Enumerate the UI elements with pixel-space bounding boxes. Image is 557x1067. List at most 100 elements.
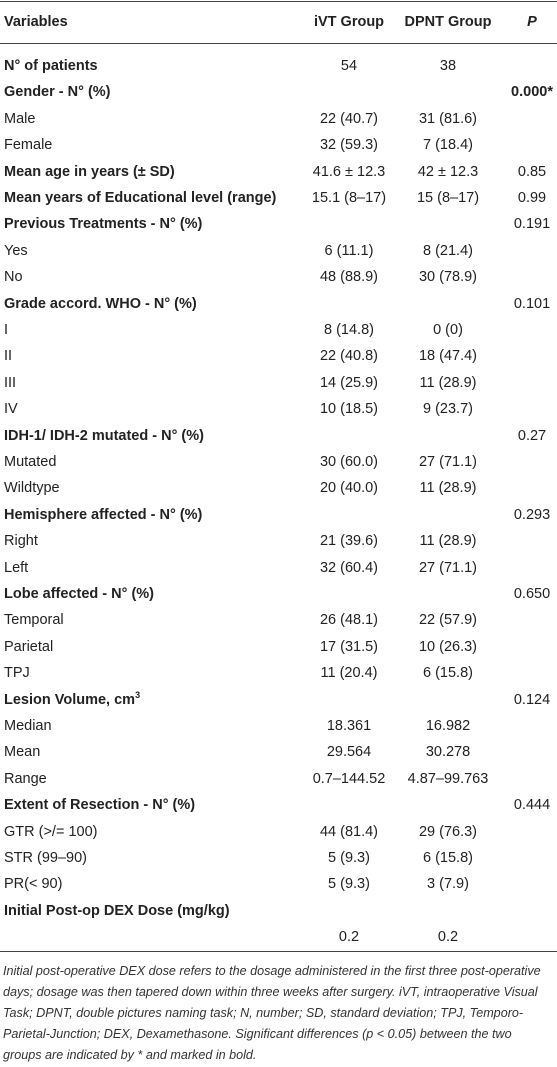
label-text: Extent of Resection - N° (%): [4, 797, 196, 814]
dpnt-cell: 6 (15.8): [423, 665, 473, 682]
label-text: N° of patients: [4, 58, 98, 74]
row-label: TPJ: [4, 663, 30, 683]
row-label: Mean: [4, 742, 40, 762]
label-text: Mean age in years (± SD): [4, 163, 175, 180]
dpnt-cell: 42 ± 12.3: [417, 163, 479, 180]
label-text: Median: [4, 718, 52, 734]
row-label: Median: [4, 716, 52, 736]
header-cell: iVT Group: [313, 14, 385, 30]
p-cell: 0.124: [513, 691, 551, 708]
ivt-cell: 22 (40.7): [319, 110, 379, 127]
label-text: STR (99–90): [4, 850, 88, 866]
dpnt-cell: 0 (0): [433, 322, 463, 338]
row-label: Temporal: [4, 610, 64, 630]
label-text: Parietal: [4, 638, 54, 655]
dpnt-cell: 38: [439, 58, 457, 74]
row-label: IV: [4, 399, 18, 419]
row-label: I: [4, 320, 8, 340]
dpnt-cell: 4.87–99.763: [407, 770, 489, 787]
row-label: Female: [4, 135, 52, 155]
ivt-cell: 18.361: [326, 718, 372, 734]
ivt-cell: 21 (39.6): [319, 533, 379, 550]
ivt-cell: 6 (11.1): [324, 242, 374, 259]
p-cell: 0.99: [517, 190, 547, 206]
label-text: Lobe affected - N° (%): [4, 586, 154, 602]
ivt-cell: 32 (60.4): [319, 559, 379, 576]
row-label: Hemisphere affected - N° (%): [4, 505, 202, 525]
row-label: Initial Post-op DEX Dose (mg/kg): [4, 901, 230, 921]
row-label: Lobe affected - N° (%): [4, 584, 154, 604]
header-cell: Variables: [4, 14, 68, 30]
label-text: Temporal: [4, 612, 64, 629]
label-superscript: 3: [135, 689, 141, 700]
row-label: Left: [4, 558, 28, 578]
dpnt-cell: 8 (21.4): [423, 242, 473, 259]
dpnt-cell: 30.278: [425, 744, 471, 761]
footnote: Initial post-operative DEX dose refers t…: [3, 964, 541, 1062]
row-label: No: [4, 267, 23, 287]
label-text: Right: [4, 533, 38, 550]
ivt-cell: 0.7–144.52: [312, 770, 386, 787]
dpnt-cell: 10 (26.3): [418, 638, 478, 655]
label-text: Mean: [4, 744, 41, 761]
ivt-cell: 26 (48.1): [319, 612, 379, 629]
label-text: Hemisphere affected - N° (%): [4, 506, 203, 523]
ivt-cell: 29.564: [326, 744, 372, 761]
dpnt-cell: 29 (76.3): [418, 823, 478, 840]
dpnt-cell: 16.982: [425, 718, 471, 734]
label-text: Female: [4, 137, 53, 154]
row-label: Wildtype: [4, 478, 60, 498]
p-cell: 0.27: [517, 427, 547, 444]
row-label: PR(< 90): [4, 874, 62, 894]
row-label: Mean age in years (± SD): [4, 162, 175, 182]
ivt-cell: 5 (9.3): [328, 850, 370, 866]
label-text: PR(< 90): [4, 876, 63, 893]
row-label: N° of patients: [4, 56, 98, 76]
label-text: Wildtype: [4, 480, 60, 497]
dpnt-cell: 3 (7.9): [427, 876, 469, 893]
row-label: Yes: [4, 241, 28, 261]
dpnt-cell: 11 (28.9): [419, 533, 477, 550]
bottom-rule: [0, 951, 557, 952]
row-label: Grade accord. WHO - N° (%): [4, 294, 197, 314]
dpnt-cell: 22 (57.9): [418, 612, 478, 629]
label-text: Left: [4, 559, 29, 576]
dpnt-cell: 30 (78.9): [418, 269, 478, 286]
dpnt-cell: 0.2: [437, 929, 459, 946]
dpnt-cell: 27 (71.1): [418, 454, 478, 470]
row-label: Range: [4, 769, 47, 789]
dpnt-cell: 15 (8–17): [416, 190, 480, 206]
p-cell: 0.650: [513, 586, 551, 602]
ivt-cell: 0.2: [338, 929, 360, 946]
label-text: I: [4, 322, 9, 338]
row-label: Male: [4, 109, 35, 129]
p-cell: 0.444: [513, 797, 551, 814]
row-label: Right: [4, 531, 38, 551]
row-label: II: [4, 346, 12, 366]
ivt-cell: 5 (9.3): [328, 876, 370, 893]
label-text: Mutated: [4, 454, 57, 470]
ivt-cell: 32 (59.3): [319, 137, 379, 154]
dpnt-cell: 31 (81.6): [418, 110, 478, 127]
p-cell: 0.101: [513, 295, 551, 312]
label-text: Grade accord. WHO - N° (%): [4, 295, 197, 312]
ivt-cell: 15.1 (8–17): [311, 190, 387, 206]
row-label: Previous Treatments - N° (%): [4, 214, 202, 234]
p-cell: 0.85: [517, 163, 547, 180]
dpnt-cell: 11 (28.9): [419, 374, 477, 391]
ivt-cell: 44 (81.4): [319, 823, 379, 840]
label-text: Yes: [4, 242, 28, 259]
ivt-cell: 14 (25.9): [319, 374, 379, 391]
row-label: Lesion Volume, cm3: [4, 690, 140, 710]
header-cell: P: [527, 14, 537, 30]
ivt-cell: 41.6 ± 12.3: [312, 163, 386, 180]
ivt-cell: 20 (40.0): [319, 480, 379, 497]
label-text: Mean years of Educational level (range): [4, 190, 277, 206]
ivt-cell: 17 (31.5): [319, 638, 379, 655]
label-text: IV: [4, 401, 18, 418]
row-label: STR (99–90): [4, 848, 87, 868]
label-text: Lesion Volume, cm: [4, 691, 136, 708]
row-label: IDH-1/ IDH-2 mutated - N° (%): [4, 426, 204, 446]
header-rule: [0, 43, 557, 44]
